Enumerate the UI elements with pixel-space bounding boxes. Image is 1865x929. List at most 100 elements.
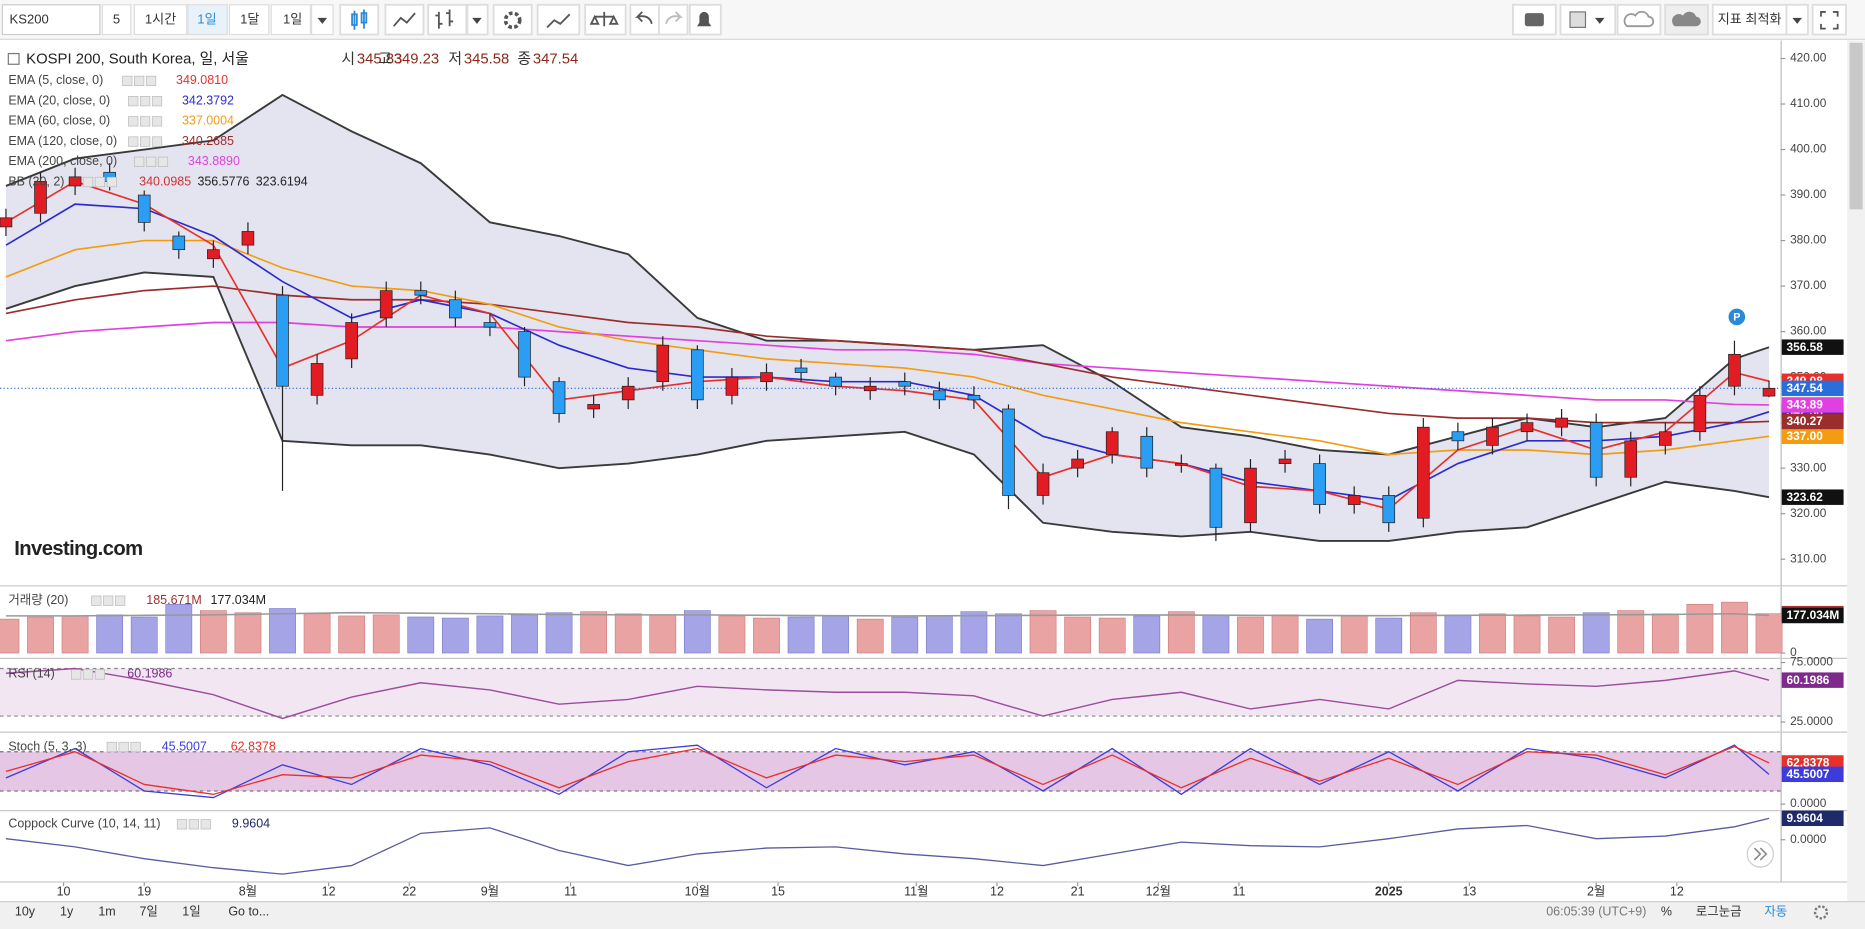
ohlc-value: 349.23 [394,51,439,67]
scrollbar-thumb[interactable] [1849,42,1863,210]
optimize-button[interactable] [1711,3,1788,36]
legend-value: 343.8890 [188,154,240,168]
x-tick-label: 13 [1462,884,1476,898]
settings-icon[interactable] [1813,905,1829,920]
legend-icon [200,819,211,830]
interval-button[interactable] [133,4,188,36]
x-tick-label: 12 [990,884,1004,898]
range-button[interactable]: 1y [60,905,74,919]
volume-bar [1651,613,1679,654]
option-button[interactable]: 로그눈금 [1696,905,1742,919]
fullscreen-button[interactable] [1811,3,1847,36]
x-tick-label: 12월 [1146,884,1171,898]
volume-bar [441,617,469,654]
redo-button[interactable] [658,3,689,36]
legend-icon [145,75,157,87]
goto-button[interactable]: Go to... [228,905,269,919]
legend-icon [151,136,163,147]
x-tick-label: 10 [57,884,71,898]
legend-icon [128,96,139,107]
interval-button-active[interactable] [187,4,228,36]
interval-button[interactable] [228,4,270,36]
interval-label: 1일 [283,12,302,27]
legend-icon [145,156,157,167]
toolbar: KS200 5 1시간 1일 1달 1일 [0,0,1865,40]
volume-bar [234,612,262,654]
indicators-button[interactable] [536,3,581,36]
range-button[interactable]: 1일 [182,905,200,919]
x-tick-label: 11 [1232,884,1245,898]
legend-icon [139,96,151,107]
candle-body [1313,463,1326,505]
candle-body [829,376,842,387]
volume-bar [1755,613,1783,654]
undo-button[interactable] [629,3,660,36]
x-tick-label: 22 [402,884,416,898]
axis-badge [1781,413,1844,430]
candle-body [1105,431,1119,455]
axis-tick-label: 410.00 [1790,96,1827,110]
axis-tick-label: 380.00 [1790,233,1827,247]
candle-body [345,322,358,360]
legend-icon [103,595,114,606]
range-button[interactable]: 7일 [139,905,157,919]
x-tick-label: 10월 [685,884,710,898]
legend-icon [71,669,82,680]
layout-button[interactable] [1559,3,1617,36]
cloud-icon [1672,11,1701,27]
volume-bar [753,617,780,654]
redo-icon [665,11,684,25]
layout-icon [1569,11,1587,28]
legend-icon [139,116,151,127]
volume-bar [683,610,711,654]
legend-value: 62.8378 [231,739,276,753]
watermark: Investing.com [14,538,142,560]
range-button[interactable]: 1m [98,905,115,919]
option-button[interactable]: 자동 [1764,905,1787,919]
symbol-input[interactable] [1,4,101,36]
event-marker-label: P [1733,311,1740,323]
legend-name: EMA (60, close, 0) [8,114,110,128]
legend-icon [188,819,199,830]
dropdown-arrow [1595,17,1605,24]
ema-line [5,321,1770,406]
bar-type-button[interactable] [427,3,468,36]
volume-bar [891,616,919,654]
axis-tick-label: 370.00 [1790,278,1827,292]
scrollbar[interactable] [1847,40,1865,902]
volume-bar [1237,616,1264,654]
volume-bar [856,618,884,654]
volume-bar [1064,616,1092,654]
x-tick-label: 11 [564,884,577,898]
bar-icon [435,9,454,29]
volume-bar [165,603,193,654]
candle-body [1278,458,1292,464]
candle-body [241,231,255,246]
legend-icon [82,176,94,188]
candle-body [794,367,808,373]
line-icon [393,12,416,27]
indicators-icon [546,13,571,29]
compare-button[interactable] [584,3,627,36]
volume-bar [1133,615,1161,654]
volume-bar [545,612,573,654]
settings-button[interactable] [492,3,533,36]
option-button[interactable]: % [1661,905,1672,919]
interval-button[interactable] [101,4,132,36]
axis-badge-label: 340.27 [1786,414,1823,428]
volume-bar [1617,610,1645,654]
candle-type-button[interactable] [339,3,380,36]
axis-badge-label: 343.89 [1786,398,1823,412]
collapse-box [7,52,20,65]
axis-badge-label: 60.1986 [1786,673,1829,687]
volume-bar [995,613,1022,654]
range-button[interactable]: 10y [15,905,36,919]
candle-body [1624,440,1638,478]
panel-separators [0,585,1848,883]
axis-badge [1781,339,1844,355]
legend-icon [128,116,139,127]
volume-bar [960,611,988,654]
interval-button[interactable] [270,4,312,36]
axis-badge-label: 356.58 [1786,340,1823,354]
legend-value: 185.671M [146,593,201,607]
